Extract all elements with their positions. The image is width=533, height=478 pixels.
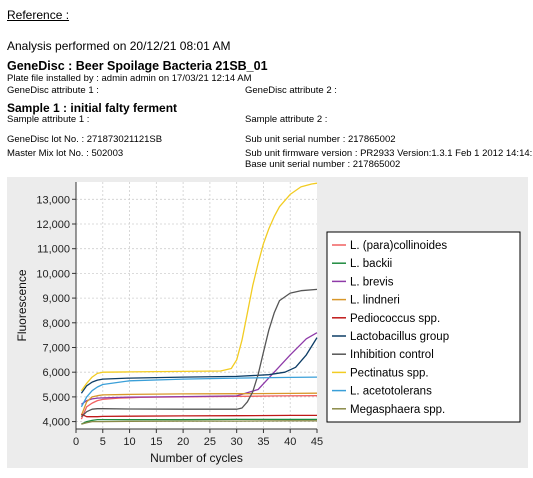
legend-label: Inhibition control — [350, 349, 434, 361]
genedisc-title: GeneDisc : Beer Spoilage Bacteria 21SB_0… — [7, 59, 268, 73]
x-tick-label: 30 — [231, 436, 243, 448]
legend-label: L. backii — [350, 258, 392, 270]
y-tick-label: 9,000 — [42, 293, 70, 305]
series-line — [80, 376, 318, 408]
y-tick-label: 12,000 — [36, 219, 70, 231]
sub-unit-serial: Sub unit serial number : 217865002 — [245, 134, 396, 145]
chart-panel: 0 5 10 15 20 25 30 35 40 45 4,000 5,000 6,000 7,000 8,… — [7, 177, 528, 468]
y-tick-label: 6,000 — [42, 367, 70, 379]
series-line — [80, 288, 318, 418]
legend-box — [326, 231, 521, 423]
x-tick-label: 25 — [204, 436, 216, 448]
y-axis-title: Fluorescence — [15, 269, 29, 341]
analysis-date: Analysis performed on 20/12/21 08:01 AM — [7, 39, 231, 53]
legend-label: L. lindneri — [350, 295, 400, 307]
reference-label: Reference : — [7, 8, 70, 22]
x-tick-label: 40 — [284, 436, 296, 448]
legend-label: L. acetotolerans — [350, 386, 432, 398]
legend-label: Pectinatus spp. — [350, 367, 429, 379]
sample-title: Sample 1 : initial falty ferment — [7, 101, 178, 115]
legend-label: Pediococcus spp. — [350, 313, 440, 325]
plot-area — [76, 182, 317, 429]
genedisc-lot: GeneDisc lot No. : 271873021121SB — [7, 134, 163, 145]
sample-attribute-1: Sample attribute 1 : — [7, 114, 90, 125]
base-unit-serial: Base unit serial number : 217865002 — [245, 159, 401, 170]
x-axis-title: Number of cycles — [150, 451, 243, 465]
series-line — [81, 420, 317, 425]
x-tick-label: 35 — [257, 436, 269, 448]
y-tick-label: 4,000 — [42, 417, 70, 429]
series-line — [80, 392, 318, 416]
x-tick-label: 45 — [311, 436, 323, 448]
x-tick-label: 10 — [123, 436, 135, 448]
sample-attribute-2: Sample attribute 2 : — [245, 114, 328, 125]
y-tick-label: 5,000 — [42, 392, 70, 404]
y-tick-label: 10,000 — [36, 268, 70, 280]
x-tick-label: 15 — [150, 436, 162, 448]
series-line — [80, 182, 318, 392]
plate-installed: Plate file installed by : admin admin on… — [7, 73, 252, 84]
series-line — [81, 418, 317, 425]
legend-label: L. brevis — [350, 276, 394, 288]
x-tick-label: 0 — [73, 436, 79, 448]
series-line — [80, 337, 318, 394]
y-tick-label: 13,000 — [36, 194, 70, 206]
legend-label: Megasphaera spp. — [350, 404, 445, 416]
x-tick-label: 5 — [100, 436, 106, 448]
y-tick-label: 8,000 — [42, 318, 70, 330]
fluorescence-chart: 0 5 10 15 20 25 30 35 40 45 4,000 5,000 6,000 7,000 8,… — [15, 182, 521, 465]
y-tick-label: 7,000 — [42, 342, 70, 354]
genedisc-attribute-1: GeneDisc attribute 1 : — [7, 85, 99, 96]
series-line — [81, 413, 317, 418]
y-tick-label: 11,000 — [37, 244, 70, 256]
master-mix-lot: Master Mix lot No. : 502003 — [7, 148, 124, 159]
sub-unit-firmware: Sub unit firmware version : PR2933 Versi… — [245, 148, 533, 159]
legend-label: Lactobacillus group — [350, 331, 449, 343]
series-line — [81, 332, 318, 405]
legend-label: L. (para)collinoides — [350, 240, 447, 252]
x-tick-label: 20 — [177, 436, 189, 448]
genedisc-attribute-2: GeneDisc attribute 2 : — [245, 85, 337, 96]
